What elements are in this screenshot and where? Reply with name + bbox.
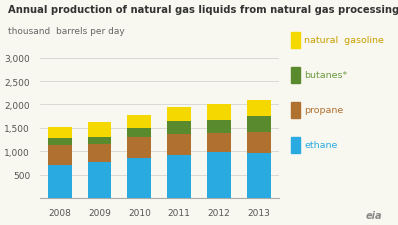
Bar — [88, 144, 111, 162]
Bar — [207, 120, 231, 134]
Bar — [247, 153, 271, 198]
Bar — [127, 137, 151, 158]
Text: thousand  barrels per day: thousand barrels per day — [8, 27, 125, 36]
Bar — [127, 158, 151, 198]
Bar — [88, 162, 111, 198]
Text: butanes*: butanes* — [304, 71, 348, 80]
Text: Annual production of natural gas liquids from natural gas processing  plants: Annual production of natural gas liquids… — [8, 4, 398, 14]
Bar — [48, 138, 72, 145]
Bar — [247, 133, 271, 153]
Bar — [207, 105, 231, 120]
Bar — [207, 134, 231, 152]
Text: eia: eia — [365, 211, 382, 220]
Bar — [88, 137, 111, 144]
Bar — [167, 121, 191, 134]
Bar — [88, 123, 111, 137]
Text: propane: propane — [304, 106, 344, 115]
Text: ethane: ethane — [304, 141, 338, 150]
Text: natural  gasoline: natural gasoline — [304, 36, 384, 45]
Bar — [127, 128, 151, 137]
Bar — [207, 152, 231, 198]
Bar — [167, 107, 191, 121]
Bar — [127, 115, 151, 128]
Bar — [48, 128, 72, 138]
Bar — [167, 155, 191, 198]
Bar — [167, 134, 191, 155]
Bar — [247, 116, 271, 133]
Bar — [247, 100, 271, 116]
Bar — [48, 145, 72, 165]
Bar — [48, 165, 72, 198]
